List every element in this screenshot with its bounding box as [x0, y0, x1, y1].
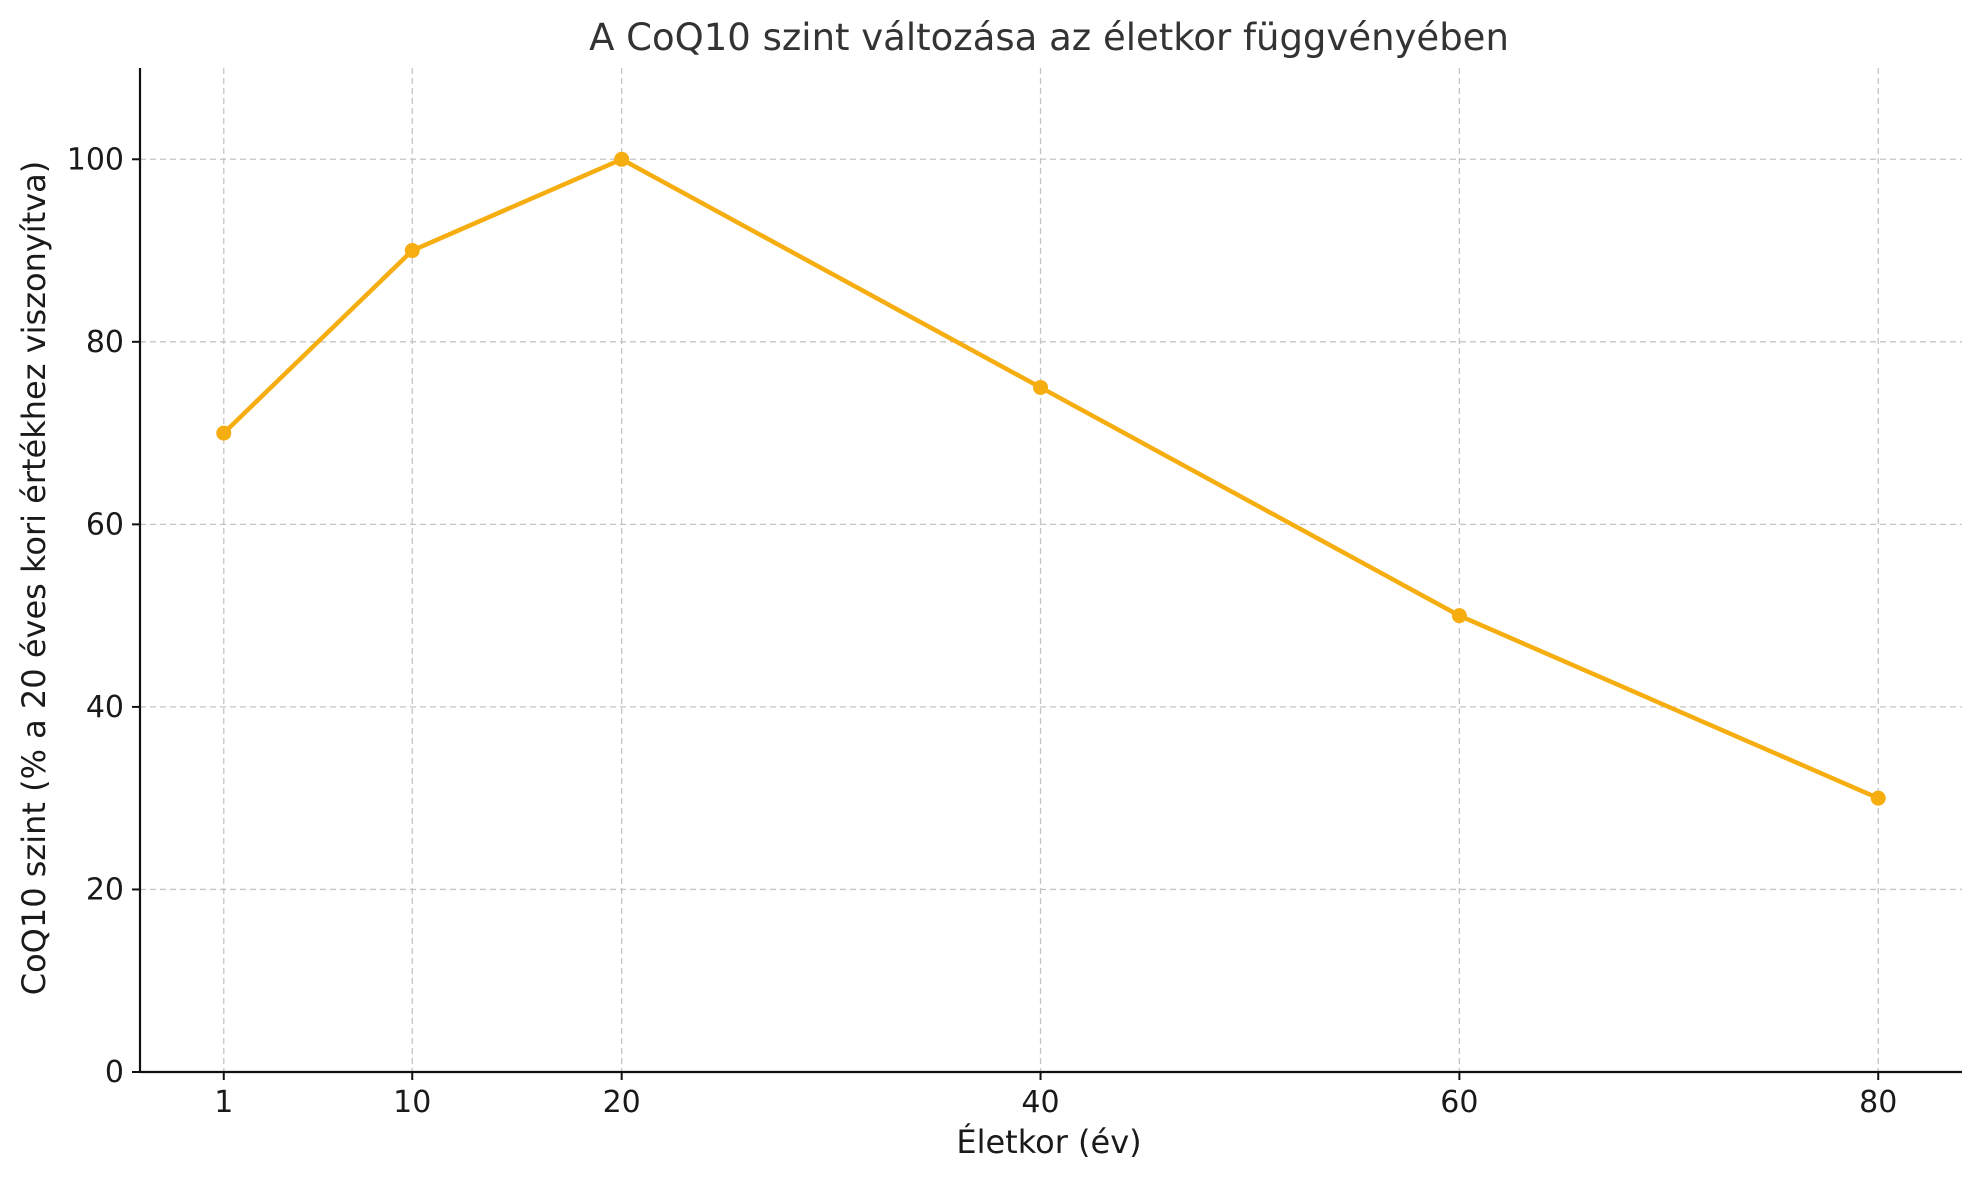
- x-axis-label: Életkor (év): [956, 1123, 1141, 1161]
- data-point: [1033, 379, 1049, 395]
- y-tick-label: 60: [86, 507, 124, 542]
- x-tick-label: 40: [1021, 1085, 1059, 1120]
- y-tick-label: 20: [86, 872, 124, 907]
- grid: [140, 68, 1962, 1072]
- data-point: [1451, 608, 1467, 624]
- x-tick-label: 1: [214, 1085, 233, 1120]
- series-layer: [216, 151, 1886, 806]
- chart-title: A CoQ10 szint változása az életkor függv…: [589, 16, 1509, 59]
- series-line: [221, 157, 1881, 801]
- x-tick-label: 10: [393, 1085, 431, 1120]
- y-tick-label: 100: [67, 142, 124, 177]
- data-point: [216, 425, 232, 441]
- y-tick-label: 40: [86, 690, 124, 725]
- data-point: [1870, 790, 1886, 806]
- x-tick-label: 60: [1440, 1085, 1478, 1120]
- data-point: [614, 151, 630, 167]
- y-tick-label: 0: [105, 1055, 124, 1090]
- data-point: [404, 243, 420, 259]
- x-tick-label: 80: [1859, 1085, 1897, 1120]
- y-axis-ticks: 0 20 40 60 80 100: [67, 142, 140, 1090]
- y-axis-label: CoQ10 szint (% a 20 éves kori értékhez v…: [15, 161, 53, 996]
- y-tick-label: 80: [86, 325, 124, 360]
- x-axis-ticks: 1 10 20 40 60 80: [214, 1072, 1897, 1120]
- x-tick-label: 20: [603, 1085, 641, 1120]
- axes: [138, 68, 1962, 1074]
